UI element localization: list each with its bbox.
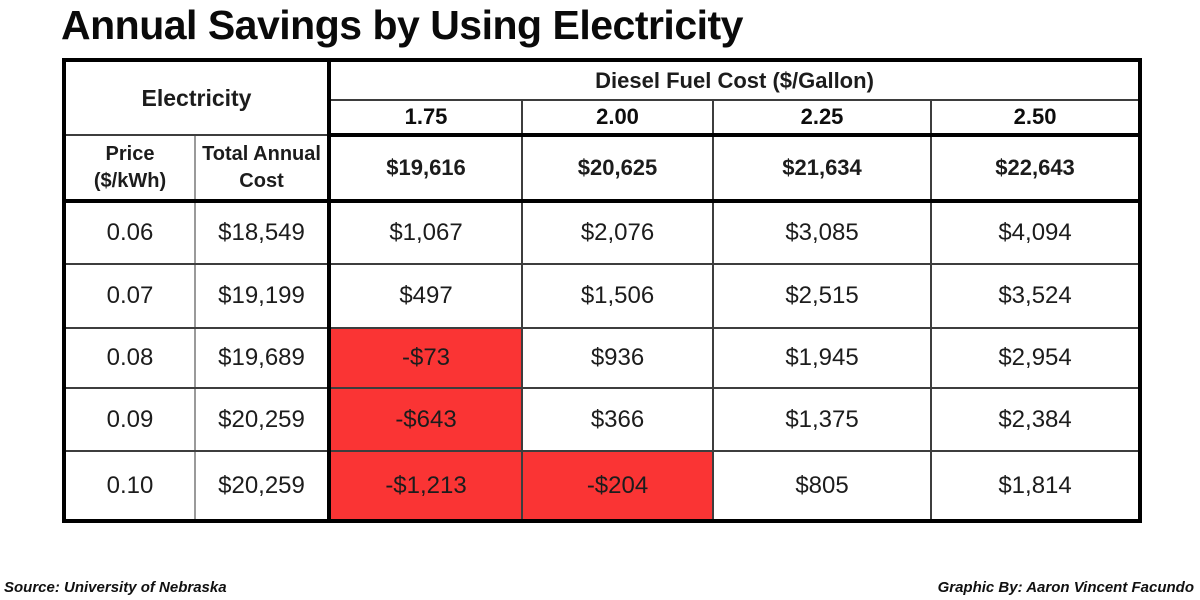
total-cost-cell: $19,689 <box>193 327 332 389</box>
total-cost-cell: $20,259 <box>193 450 332 522</box>
table-row: 0.09 $20,259 -$643 $366 $1,375 $2,384 <box>63 387 1142 452</box>
price-header-cell: Price ($/kWh) <box>63 134 196 203</box>
savings-cell: $497 <box>327 263 524 329</box>
annual-cost-cell: $20,625 <box>521 134 715 203</box>
table-row: 0.10 $20,259 -$1,213 -$204 $805 $1,814 <box>63 450 1142 522</box>
diesel-price-cell: 2.50 <box>930 99 1142 137</box>
price-header-line2: ($/kWh) <box>93 169 167 192</box>
chart-title: Annual Savings by Using Electricity <box>61 2 743 48</box>
savings-cell: $2,384 <box>930 387 1142 452</box>
price-header-line1: Price <box>105 142 155 165</box>
savings-cell: $1,814 <box>930 450 1142 522</box>
total-cost-header-cell: Total Annual Cost <box>193 134 332 203</box>
header-row-group: Electricity Diesel Fuel Cost ($/Gallon) <box>62 59 1142 136</box>
author-credit: Graphic By: Aaron Vincent Facundo <box>937 579 1194 596</box>
savings-cell: $2,515 <box>712 263 933 329</box>
savings-cell: $2,954 <box>930 327 1142 389</box>
table-row: 0.06 $18,549 $1,067 $2,076 $3,085 $4,094 <box>63 200 1142 265</box>
savings-cell: $1,375 <box>712 387 933 452</box>
annual-cost-cell: $19,616 <box>327 134 524 203</box>
savings-cell: -$1,213 <box>327 450 524 522</box>
annual-cost-row: Price ($/kWh) Total Annual Cost $19,616 … <box>63 134 1142 203</box>
annual-cost-cell: $22,643 <box>930 134 1142 203</box>
annual-cost-cell: $21,634 <box>712 134 933 203</box>
price-cell: 0.06 <box>63 200 196 265</box>
price-cell: 0.09 <box>63 387 196 452</box>
savings-cell: $1,506 <box>521 263 715 329</box>
savings-cell: -$73 <box>327 327 524 389</box>
savings-table: Electricity Diesel Fuel Cost ($/Gallon) … <box>62 58 1143 523</box>
savings-cell: $1,945 <box>712 327 933 389</box>
electricity-header-cell: Electricity <box>62 59 332 136</box>
savings-cell: $2,076 <box>521 200 715 265</box>
price-cell: 0.10 <box>63 450 196 522</box>
total-header-line1: Total Annual <box>202 142 321 165</box>
total-cost-cell: $18,549 <box>193 200 332 265</box>
price-cell: 0.07 <box>63 263 196 329</box>
diesel-price-cell: 2.25 <box>712 99 933 137</box>
total-cost-cell: $19,199 <box>193 263 332 329</box>
savings-cell: $3,085 <box>712 200 933 265</box>
table-row: 0.08 $19,689 -$73 $936 $1,945 $2,954 <box>63 327 1142 389</box>
savings-cell: $1,067 <box>327 200 524 265</box>
source-credit: Source: University of Nebraska <box>4 579 227 596</box>
savings-cell: $366 <box>521 387 715 452</box>
savings-cell: $4,094 <box>930 200 1142 265</box>
savings-cell: -$204 <box>521 450 715 522</box>
savings-cell: -$643 <box>327 387 524 452</box>
diesel-header-cell: Diesel Fuel Cost ($/Gallon) <box>327 59 1142 101</box>
table-row: 0.07 $19,199 $497 $1,506 $2,515 $3,524 <box>63 263 1142 329</box>
diesel-price-cell: 1.75 <box>327 99 524 137</box>
price-cell: 0.08 <box>63 327 196 389</box>
savings-cell: $3,524 <box>930 263 1142 329</box>
header-row-prices: 1.75 2.00 2.25 2.50 <box>64 99 1142 137</box>
total-cost-cell: $20,259 <box>193 387 332 452</box>
total-header-line2: Cost <box>239 169 284 192</box>
savings-cell: $936 <box>521 327 715 389</box>
diesel-price-cell: 2.00 <box>521 99 715 137</box>
savings-cell: $805 <box>712 450 933 522</box>
